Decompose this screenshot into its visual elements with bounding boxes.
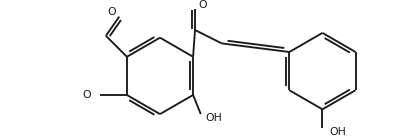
Text: O: O — [82, 90, 91, 100]
Text: OH: OH — [205, 113, 222, 123]
Text: O: O — [198, 0, 207, 10]
Text: OH: OH — [328, 127, 345, 137]
Text: O: O — [107, 7, 116, 17]
